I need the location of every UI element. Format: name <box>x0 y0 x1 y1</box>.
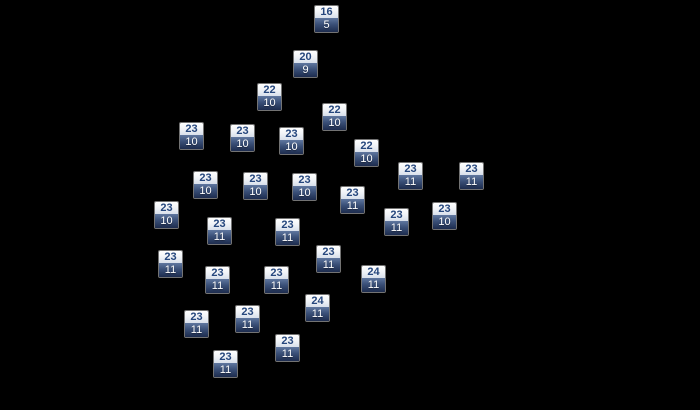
high-temp-value: 23 <box>280 128 303 140</box>
temp-pin[interactable]: 23 11 <box>340 186 365 214</box>
low-temp-value: 10 <box>180 135 203 149</box>
high-temp-value: 23 <box>231 125 254 137</box>
high-temp-value: 23 <box>399 163 422 175</box>
high-temp-value: 23 <box>317 246 340 258</box>
high-temp-value: 22 <box>323 104 346 116</box>
temp-pin[interactable]: 24 11 <box>305 294 330 322</box>
temp-pin[interactable]: 23 10 <box>279 127 304 155</box>
low-temp-value: 10 <box>433 215 456 229</box>
high-temp-value: 23 <box>206 267 229 279</box>
temp-pin[interactable]: 23 10 <box>292 173 317 201</box>
low-temp-value: 11 <box>265 279 288 293</box>
low-temp-value: 10 <box>323 116 346 130</box>
high-temp-value: 23 <box>208 218 231 230</box>
low-temp-value: 11 <box>317 258 340 272</box>
low-temp-value: 10 <box>355 152 378 166</box>
low-temp-value: 10 <box>155 214 178 228</box>
temp-pin[interactable]: 20 9 <box>293 50 318 78</box>
high-temp-value: 24 <box>306 295 329 307</box>
high-temp-value: 23 <box>155 202 178 214</box>
temp-pin[interactable]: 23 11 <box>316 245 341 273</box>
low-temp-value: 10 <box>280 140 303 154</box>
temp-pin[interactable]: 23 11 <box>158 250 183 278</box>
high-temp-value: 23 <box>159 251 182 263</box>
high-temp-value: 23 <box>433 203 456 215</box>
temp-pin[interactable]: 23 11 <box>398 162 423 190</box>
low-temp-value: 11 <box>306 307 329 321</box>
temp-pin[interactable]: 23 10 <box>432 202 457 230</box>
high-temp-value: 16 <box>315 6 338 18</box>
high-temp-value: 23 <box>385 209 408 221</box>
low-temp-value: 10 <box>293 186 316 200</box>
low-temp-value: 11 <box>214 363 237 377</box>
high-temp-value: 23 <box>244 173 267 185</box>
high-temp-value: 23 <box>236 306 259 318</box>
low-temp-value: 10 <box>258 96 281 110</box>
low-temp-value: 9 <box>294 63 317 77</box>
high-temp-value: 22 <box>355 140 378 152</box>
low-temp-value: 11 <box>206 279 229 293</box>
low-temp-value: 11 <box>208 230 231 244</box>
temp-pin[interactable]: 23 11 <box>213 350 238 378</box>
temp-pin[interactable]: 23 11 <box>275 218 300 246</box>
low-temp-value: 11 <box>185 323 208 337</box>
low-temp-value: 10 <box>231 137 254 151</box>
high-temp-value: 23 <box>341 187 364 199</box>
high-temp-value: 20 <box>294 51 317 63</box>
low-temp-value: 5 <box>315 18 338 32</box>
low-temp-value: 11 <box>385 221 408 235</box>
temp-pin[interactable]: 23 10 <box>243 172 268 200</box>
temp-pin[interactable]: 23 11 <box>275 334 300 362</box>
temp-pin[interactable]: 16 5 <box>314 5 339 33</box>
temp-pin[interactable]: 22 10 <box>322 103 347 131</box>
temp-pin[interactable]: 22 10 <box>354 139 379 167</box>
low-temp-value: 10 <box>244 185 267 199</box>
temp-pin[interactable]: 23 11 <box>184 310 209 338</box>
high-temp-value: 23 <box>265 267 288 279</box>
high-temp-value: 23 <box>276 219 299 231</box>
temp-pin[interactable]: 23 11 <box>207 217 232 245</box>
high-temp-value: 23 <box>276 335 299 347</box>
high-temp-value: 23 <box>185 311 208 323</box>
temp-pin[interactable]: 23 11 <box>459 162 484 190</box>
temp-pin[interactable]: 23 11 <box>384 208 409 236</box>
temp-pin[interactable]: 23 11 <box>235 305 260 333</box>
temp-pin[interactable]: 23 10 <box>154 201 179 229</box>
temp-pin[interactable]: 22 10 <box>257 83 282 111</box>
temp-pin[interactable]: 23 11 <box>205 266 230 294</box>
temp-pin[interactable]: 23 10 <box>230 124 255 152</box>
low-temp-value: 11 <box>236 318 259 332</box>
low-temp-value: 11 <box>399 175 422 189</box>
high-temp-value: 23 <box>194 172 217 184</box>
high-temp-value: 23 <box>180 123 203 135</box>
high-temp-value: 24 <box>362 266 385 278</box>
low-temp-value: 11 <box>276 231 299 245</box>
temp-pin[interactable]: 23 10 <box>193 171 218 199</box>
high-temp-value: 23 <box>460 163 483 175</box>
high-temp-value: 22 <box>258 84 281 96</box>
temp-pin[interactable]: 24 11 <box>361 265 386 293</box>
low-temp-value: 10 <box>194 184 217 198</box>
temp-pin[interactable]: 23 10 <box>179 122 204 150</box>
high-temp-value: 23 <box>214 351 237 363</box>
temp-pin[interactable]: 23 11 <box>264 266 289 294</box>
low-temp-value: 11 <box>460 175 483 189</box>
low-temp-value: 11 <box>276 347 299 361</box>
low-temp-value: 11 <box>362 278 385 292</box>
high-temp-value: 23 <box>293 174 316 186</box>
low-temp-value: 11 <box>341 199 364 213</box>
low-temp-value: 11 <box>159 263 182 277</box>
